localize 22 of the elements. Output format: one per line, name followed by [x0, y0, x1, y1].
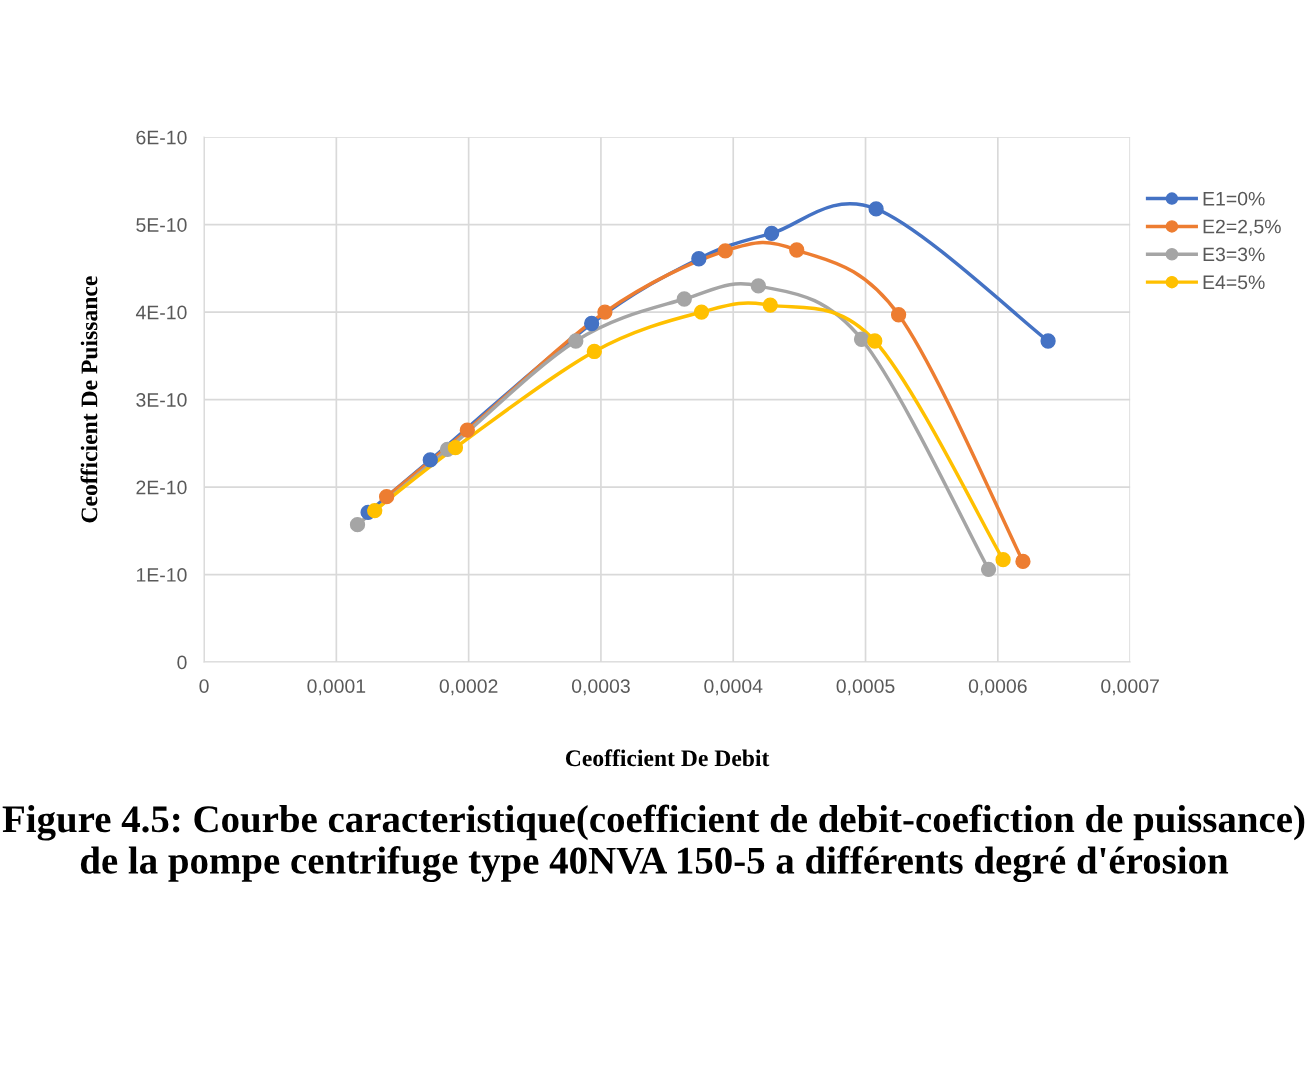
y-tick-label: 0 [177, 655, 187, 670]
x-tick-label: 0,0006 [968, 679, 1027, 696]
x-tick-label: 0,0007 [1101, 679, 1159, 696]
x-tick-label: 0 [199, 679, 209, 693]
x-axis-title: Ceofficient De Debit [565, 749, 770, 767]
legend-label: E3=3% [1203, 247, 1265, 262]
y-tick-label: 6E-10 [136, 130, 187, 145]
caption: Figure 4.5: Courbe caracteristique(coefficient de debit-coefiction de puissance) de la pompe centrifuge type 40NVA 150-5 a différents degré d'érosion [2, 804, 1305, 883]
y-tick-label: 2E-10 [136, 480, 187, 495]
legend-label: E1=0% [1203, 191, 1265, 206]
x-tick-label: 0,0004 [704, 679, 763, 696]
y-axis-title: Ceofficient De Puissance [80, 276, 98, 523]
y-tick-label: 1E-10 [136, 568, 187, 582]
legend-label: E4=5% [1203, 275, 1265, 290]
legend-label: E2=2,5% [1203, 219, 1281, 236]
x-tick-label: 0,0005 [836, 679, 895, 696]
x-tick-label: 0,0001 [307, 679, 366, 696]
y-tick-label: 5E-10 [136, 218, 187, 232]
x-tick-label: 0,0002 [439, 679, 498, 696]
y-tick-label: 4E-10 [135, 305, 187, 320]
x-tick-label: 0,0003 [571, 679, 630, 696]
y-tick-label: 3E-10 [136, 393, 187, 407]
